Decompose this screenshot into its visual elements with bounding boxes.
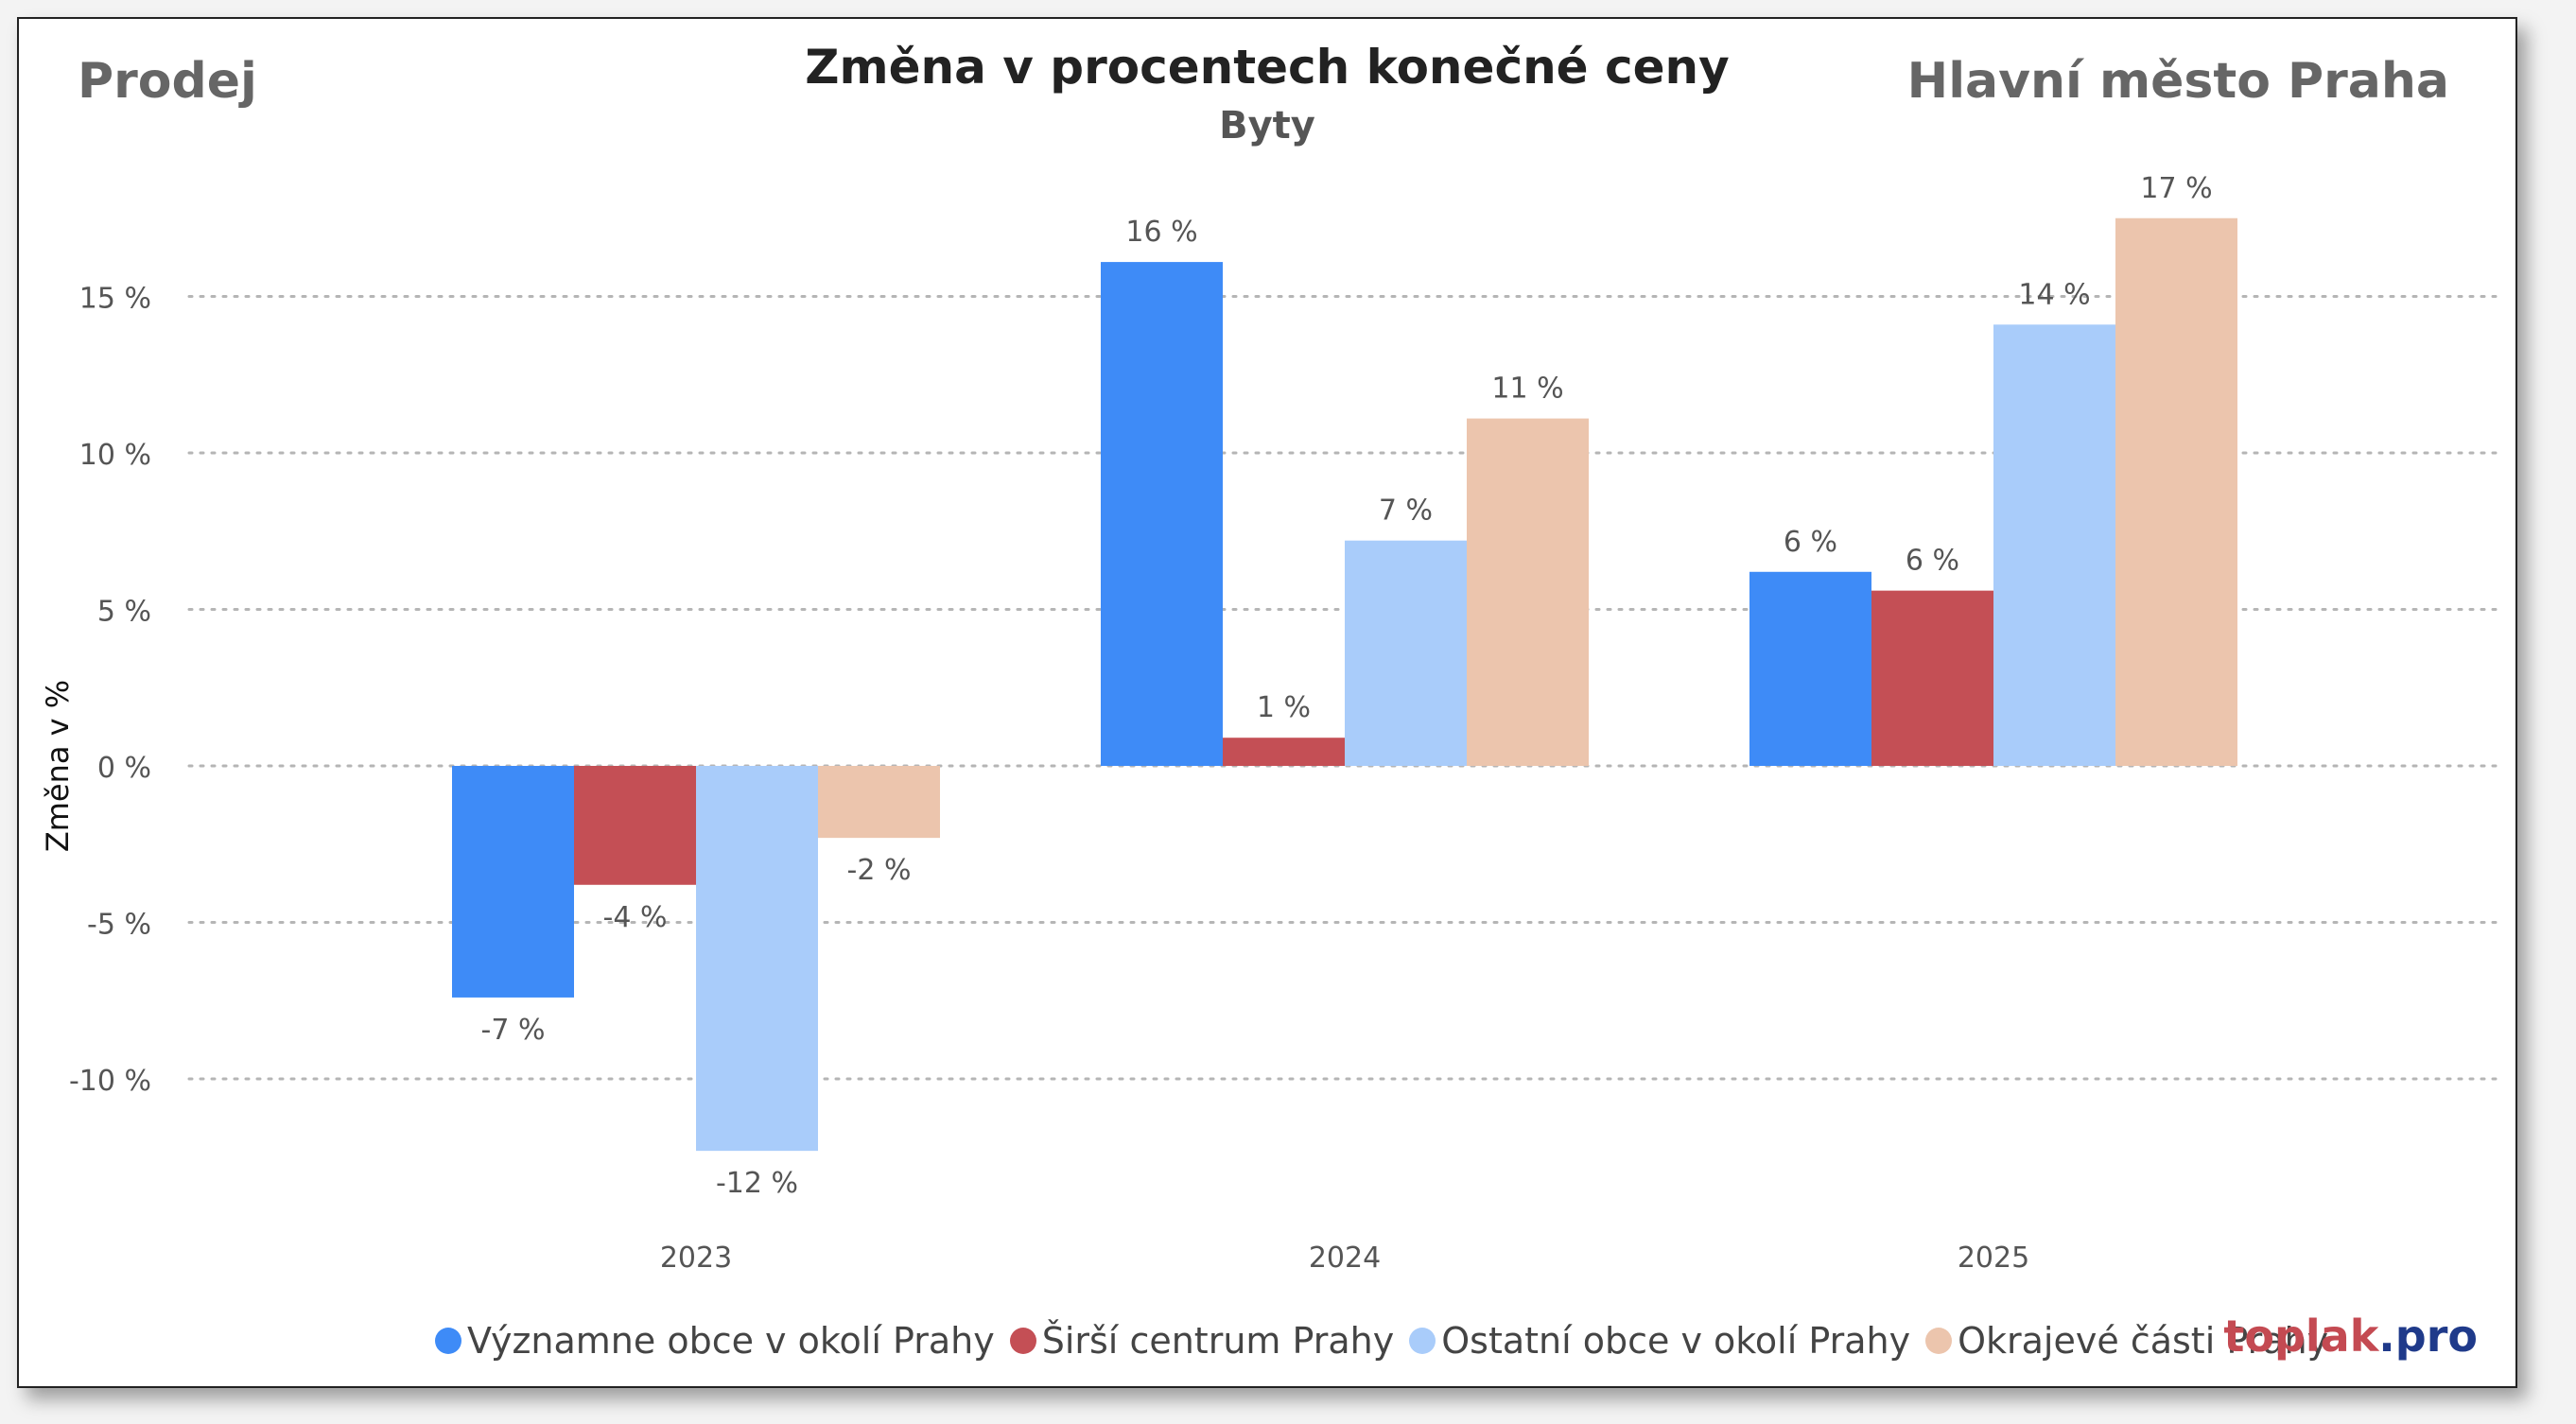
data-label: 1 % [1257, 691, 1311, 724]
bar [574, 766, 696, 885]
transaction-type-label: Prodej [78, 53, 257, 110]
bar [1993, 324, 2115, 766]
bar [2115, 217, 2237, 766]
bar [1467, 418, 1589, 766]
legend-swatch [1925, 1328, 1953, 1354]
data-label: 17 % [2140, 172, 2212, 205]
y-tick-label: -5 % [87, 909, 151, 942]
bar-chart: -10 % -5 % 0 % 5 % 10 % 15 % Změna v % -7 % -4 %… [40, 172, 2503, 1275]
bar [1345, 540, 1467, 766]
y-tick-label: 0 % [97, 752, 151, 785]
data-label: 6 % [1906, 545, 1959, 578]
x-tick-label: 2023 [660, 1242, 732, 1275]
legend-swatch [435, 1328, 461, 1354]
x-tick-label: 2025 [1958, 1242, 2029, 1275]
data-label: 7 % [1379, 495, 1433, 528]
bar [1871, 590, 1993, 766]
legend-label: Širší centrum Prahy [1041, 1320, 1395, 1362]
y-tick-label: 10 % [79, 439, 151, 472]
bar [452, 766, 574, 998]
bar [696, 766, 818, 1152]
data-label: 16 % [1125, 216, 1197, 249]
chart-subtitle: Byty [1219, 104, 1315, 148]
x-tick-label: 2024 [1309, 1242, 1381, 1275]
legend-item: Významne obce v okolí Prahy [435, 1320, 995, 1362]
bar [1101, 262, 1223, 767]
bar [1749, 571, 1871, 766]
brand-suffix: .pro [2378, 1311, 2478, 1362]
data-label: 14 % [2018, 278, 2090, 311]
data-label: -4 % [603, 901, 668, 934]
legend-swatch [1009, 1328, 1036, 1354]
bar [1223, 738, 1345, 766]
legend-label: Okrajevé části Prahy [1958, 1320, 2329, 1362]
legend-label: Významne obce v okolí Prahy [467, 1320, 995, 1362]
bar [818, 766, 940, 839]
chart-card: Prodej Hlavní město Praha Změna v procen… [17, 17, 2517, 1388]
brand-logo: toplak.pro [2223, 1311, 2478, 1362]
data-label: -12 % [716, 1167, 798, 1200]
legend-item: Širší centrum Prahy [1009, 1320, 1395, 1362]
y-axis-title: Změna v % [40, 680, 76, 852]
legend: Významne obce v okolí Prahy Širší centrum… [435, 1314, 2328, 1367]
legend-item: Okrajevé části Prahy [1925, 1320, 2328, 1362]
region-label: Hlavní město Praha [1906, 53, 2449, 110]
data-label: 6 % [1784, 526, 1837, 559]
y-tick-label: 5 % [97, 596, 151, 629]
y-tick-label: -10 % [69, 1065, 151, 1098]
brand-name: toplak [2223, 1311, 2379, 1362]
legend-label: Ostatní obce v okolí Prahy [1441, 1320, 1911, 1362]
chart-title: Změna v procentech konečné ceny [805, 40, 1730, 95]
legend-swatch [1409, 1328, 1436, 1354]
data-label: -2 % [847, 854, 912, 887]
y-tick-label: 15 % [79, 283, 151, 316]
legend-item: Ostatní obce v okolí Prahy [1409, 1320, 1910, 1362]
data-label: -7 % [481, 1014, 546, 1047]
data-label: 11 % [1491, 373, 1563, 406]
